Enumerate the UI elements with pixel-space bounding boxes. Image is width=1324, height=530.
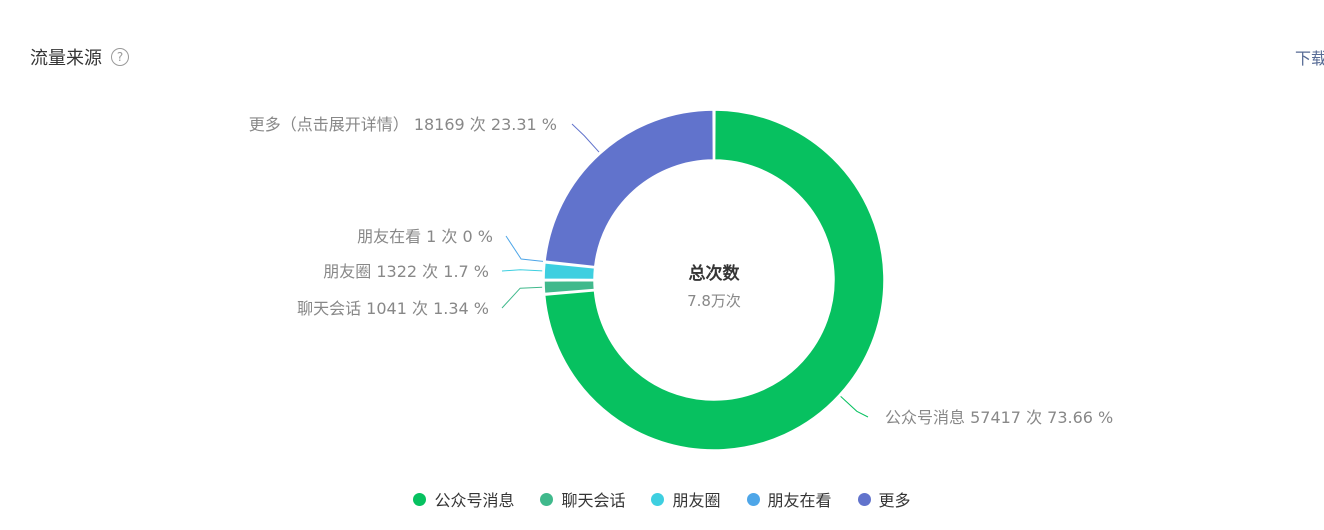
center-value: 7.8万次: [687, 292, 741, 310]
legend-item-3[interactable]: 朋友在看: [746, 487, 832, 511]
legend-dot-icon: [413, 492, 427, 506]
legend-label: 朋友圈: [672, 491, 721, 510]
slice-3-label: 朋友在看 1 次 0 %: [357, 227, 493, 246]
legend-dot-icon: [651, 492, 665, 506]
slice-4-label: 更多（点击展开详情） 18169 次 23.31 %: [249, 115, 557, 134]
legend-label: 公众号消息: [434, 491, 515, 510]
slice-1[interactable]: [543, 279, 596, 295]
slice-1-label: 聊天会话 1041 次 1.34 %: [297, 299, 489, 318]
slice-3-leader-line: [505, 235, 544, 262]
legend-dot-icon: [540, 492, 554, 506]
center-title: 总次数: [689, 263, 741, 284]
section-header: 流量来源 ?: [30, 44, 129, 70]
legend-item-2[interactable]: 朋友圈: [651, 487, 721, 511]
slice-1-leader-line: [501, 286, 543, 309]
legend-item-0[interactable]: 公众号消息: [413, 487, 514, 511]
download-link[interactable]: 下载: [1295, 49, 1324, 68]
legend-item-1[interactable]: 聊天会话: [540, 487, 625, 511]
legend-label: 更多: [878, 491, 911, 510]
legend-dot-icon: [857, 492, 871, 506]
slice-0-label: 公众号消息 57417 次 73.66 %: [885, 408, 1113, 427]
legend-dot-icon: [746, 492, 760, 506]
help-icon[interactable]: ?: [111, 48, 129, 66]
slice-4[interactable]: [544, 109, 715, 268]
legend-label: 朋友在看: [767, 491, 832, 510]
legend-label: 聊天会话: [561, 491, 626, 510]
slice-2-label: 朋友圈 1322 次 1.7 %: [323, 262, 489, 281]
chart-legend: 公众号消息 聊天会话 朋友圈 朋友在看 更多: [0, 487, 1324, 511]
legend-item-4[interactable]: 更多: [857, 487, 911, 511]
slice-2-leader-line: [501, 269, 543, 272]
section-title: 流量来源: [30, 48, 102, 69]
slice-4-leader-line: [571, 123, 600, 153]
slice-0[interactable]: [543, 109, 885, 451]
slice-2[interactable]: [543, 262, 596, 281]
slice-0-leader-line: [840, 396, 869, 418]
donut-chart: 公众号消息 57417 次 73.66 % 聊天会话 1041 次 1.34 % 朋…: [249, 109, 1113, 451]
